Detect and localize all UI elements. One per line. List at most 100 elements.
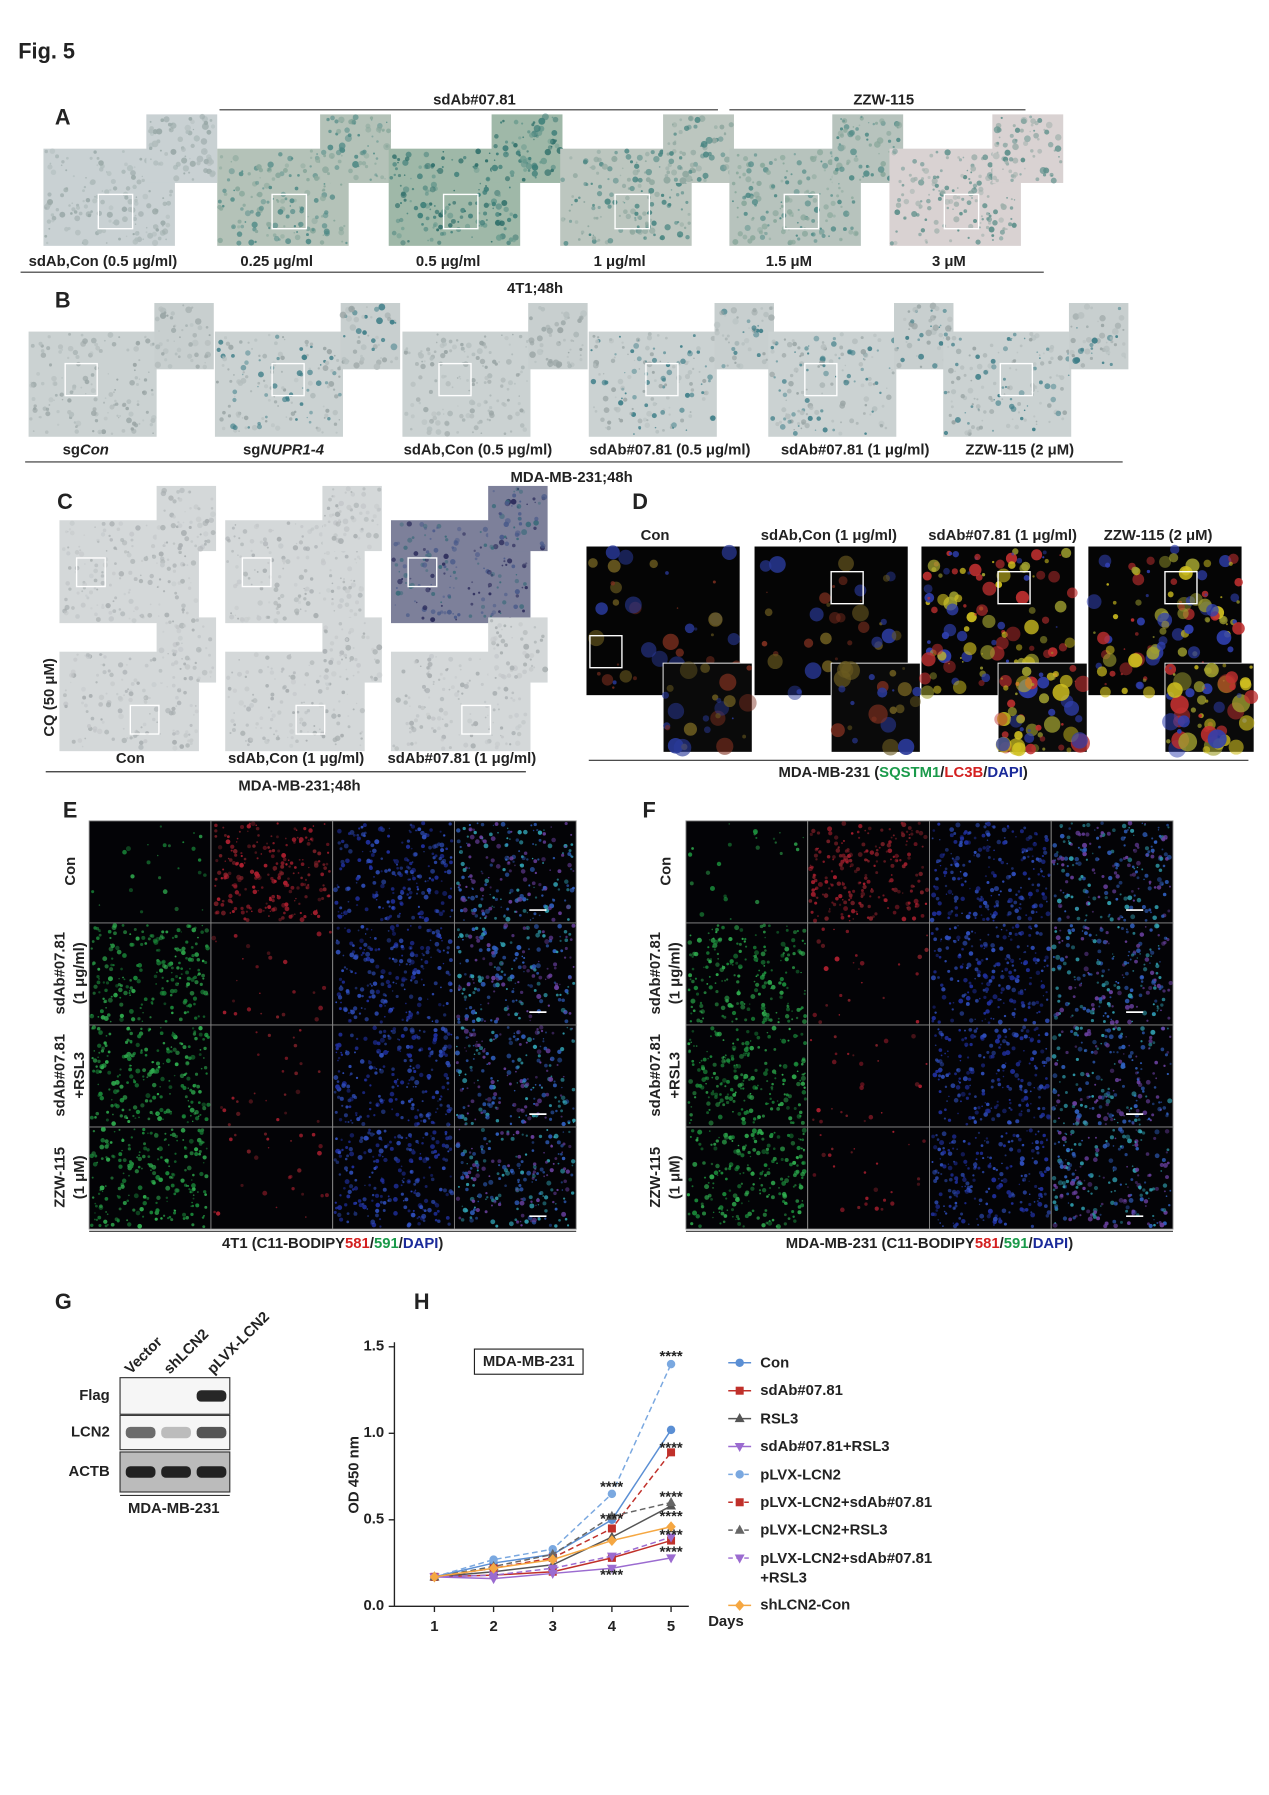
image-texture [347, 908, 352, 914]
image-texture [337, 885, 340, 889]
image-texture [155, 344, 161, 350]
image-texture [349, 656, 355, 661]
image-texture [466, 355, 469, 359]
image-texture [620, 385, 626, 391]
image-texture [400, 191, 406, 197]
image-texture [175, 695, 179, 700]
image-texture [881, 404, 885, 408]
image-texture [985, 175, 991, 182]
image-texture [970, 171, 973, 174]
image-texture [997, 351, 1000, 354]
image-texture [568, 209, 571, 212]
image-texture [430, 583, 432, 586]
image-texture [840, 352, 845, 357]
image-texture [390, 887, 395, 891]
image-texture [355, 876, 360, 881]
image-texture [1075, 715, 1083, 723]
image-texture [509, 170, 515, 176]
image-texture [71, 739, 76, 744]
image-texture [67, 227, 71, 231]
image-texture [1050, 674, 1056, 680]
image-texture [564, 821, 568, 826]
image-texture [529, 653, 535, 658]
image-texture [302, 859, 304, 861]
image-texture [58, 350, 62, 354]
image-texture [533, 138, 535, 141]
image-texture [1005, 626, 1021, 642]
image-texture [896, 137, 901, 143]
image-texture [310, 913, 313, 916]
image-texture [394, 321, 397, 324]
image-texture [324, 360, 330, 366]
image-texture [258, 359, 261, 362]
image-texture [313, 175, 320, 181]
image-texture [1089, 356, 1094, 361]
image-texture [1020, 118, 1027, 125]
image-texture [978, 189, 984, 196]
image-texture [908, 328, 910, 330]
image-texture [483, 211, 488, 216]
image-texture [365, 839, 371, 845]
image-texture [929, 153, 934, 158]
image-texture [386, 850, 390, 854]
image-texture [828, 235, 830, 238]
image-texture [932, 188, 935, 191]
image-texture [291, 837, 297, 842]
image-texture [1032, 154, 1036, 158]
image-texture [612, 686, 615, 689]
image-texture [81, 701, 84, 705]
image-texture [108, 392, 114, 397]
image-texture [218, 206, 224, 211]
image-texture [569, 156, 573, 160]
image-texture [117, 708, 123, 714]
image-texture [280, 871, 284, 876]
image-texture [598, 184, 602, 189]
image-texture [847, 350, 852, 355]
image-texture [303, 546, 308, 551]
image-texture [653, 233, 656, 237]
caption: Con [116, 751, 145, 767]
image-texture [499, 651, 504, 655]
image-texture [517, 488, 520, 491]
image-texture [436, 526, 439, 530]
image-texture [242, 371, 245, 374]
image-texture [592, 234, 595, 237]
image-texture [1216, 630, 1232, 645]
image-texture [432, 226, 435, 229]
image-texture [296, 886, 300, 890]
image-texture [520, 370, 523, 374]
image-texture [878, 152, 880, 155]
image-texture [443, 565, 447, 569]
image-texture [234, 524, 237, 526]
image-texture [995, 581, 1003, 588]
image-texture [432, 415, 438, 421]
image-texture [518, 697, 522, 701]
image-texture [516, 731, 522, 737]
image-texture [325, 686, 330, 691]
image-texture [1220, 596, 1223, 599]
image-texture [301, 354, 308, 361]
image-texture [774, 158, 777, 162]
image-texture [354, 657, 358, 662]
image-texture [288, 889, 293, 894]
image-texture [532, 497, 536, 501]
image-texture [458, 375, 461, 378]
image-texture [138, 236, 141, 239]
image-texture [955, 348, 962, 355]
image-texture [952, 550, 959, 558]
image-texture [651, 220, 657, 226]
image-texture [85, 594, 88, 597]
image-texture [668, 406, 671, 409]
image-texture [838, 183, 840, 185]
image-texture [427, 865, 430, 868]
image-texture [515, 574, 518, 576]
image-texture [417, 212, 424, 219]
image-texture [445, 381, 451, 387]
image-texture [775, 360, 779, 363]
image-texture [548, 333, 553, 338]
image-texture [436, 228, 440, 232]
image-texture [479, 546, 482, 549]
image-texture [465, 342, 472, 349]
image-texture [779, 207, 782, 210]
image-texture [441, 156, 445, 160]
